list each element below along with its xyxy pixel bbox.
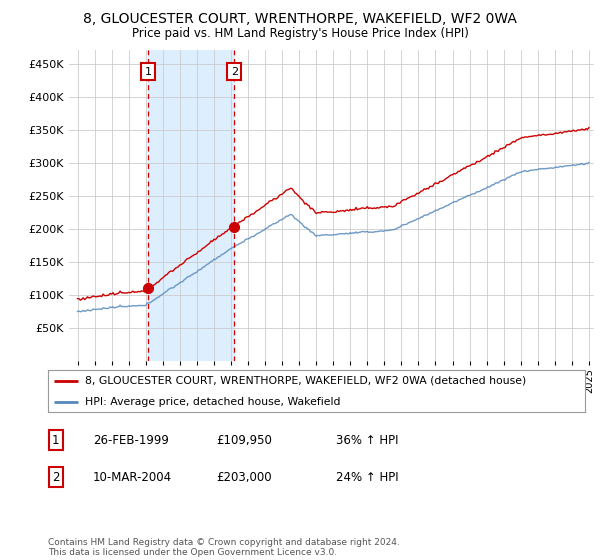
- Text: Price paid vs. HM Land Registry's House Price Index (HPI): Price paid vs. HM Land Registry's House …: [131, 27, 469, 40]
- Bar: [148, 50, 235, 361]
- Text: 36% ↑ HPI: 36% ↑ HPI: [336, 433, 398, 447]
- Text: 2: 2: [52, 470, 59, 484]
- Text: 24% ↑ HPI: 24% ↑ HPI: [336, 470, 398, 484]
- Text: 8, GLOUCESTER COURT, WRENTHORPE, WAKEFIELD, WF2 0WA (detached house): 8, GLOUCESTER COURT, WRENTHORPE, WAKEFIE…: [85, 376, 526, 386]
- Text: 1: 1: [145, 67, 152, 77]
- Text: 8, GLOUCESTER COURT, WRENTHORPE, WAKEFIELD, WF2 0WA: 8, GLOUCESTER COURT, WRENTHORPE, WAKEFIE…: [83, 12, 517, 26]
- Text: Contains HM Land Registry data © Crown copyright and database right 2024.
This d: Contains HM Land Registry data © Crown c…: [48, 538, 400, 557]
- Text: HPI: Average price, detached house, Wakefield: HPI: Average price, detached house, Wake…: [85, 396, 340, 407]
- Text: £203,000: £203,000: [216, 470, 272, 484]
- Text: 1: 1: [52, 433, 59, 447]
- Text: £109,950: £109,950: [216, 433, 272, 447]
- Text: 10-MAR-2004: 10-MAR-2004: [93, 470, 172, 484]
- Text: 26-FEB-1999: 26-FEB-1999: [93, 433, 169, 447]
- Text: 2: 2: [231, 67, 238, 77]
